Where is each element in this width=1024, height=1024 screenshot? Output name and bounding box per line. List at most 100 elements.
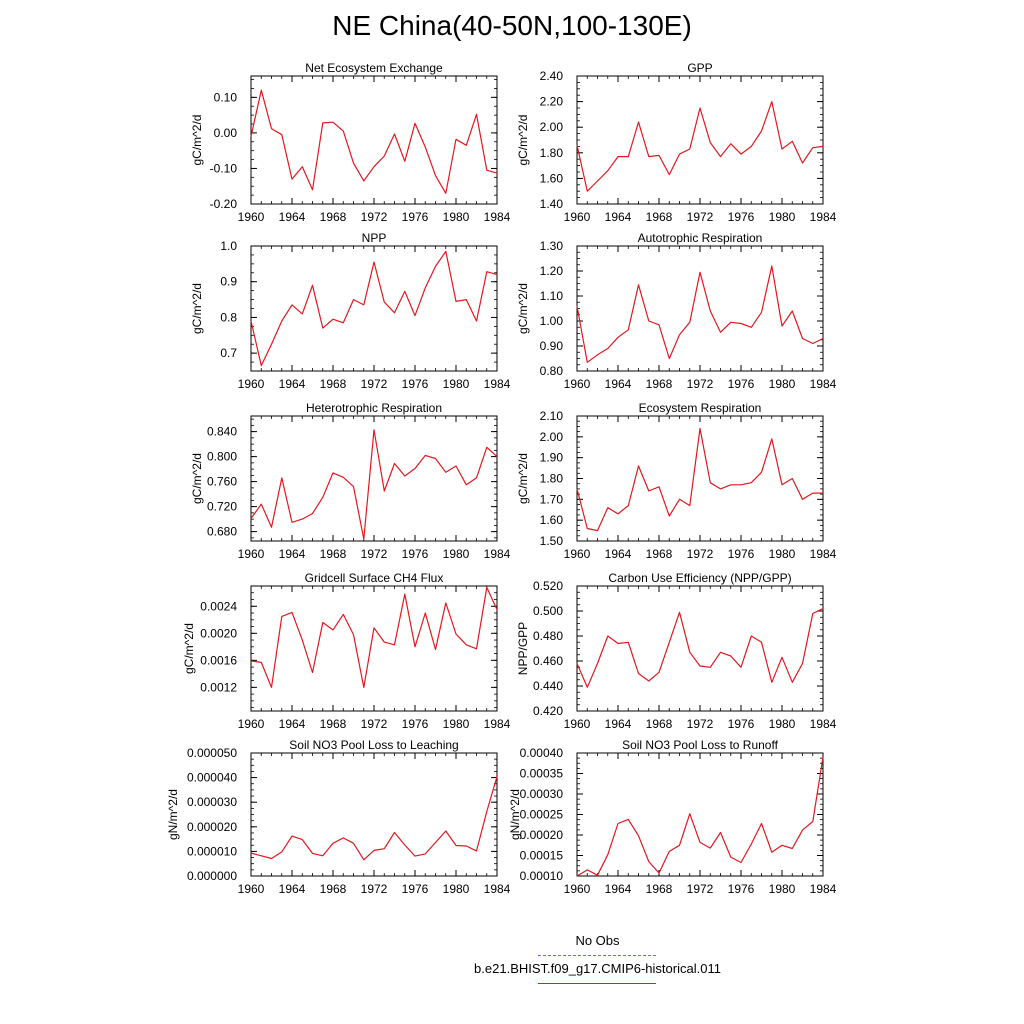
panel-title: Soil NO3 Pool Loss to Runoff (622, 738, 779, 752)
chart-panel-9: Soil NO3 Pool Loss to Runoff 0.00010 0.000… (508, 738, 837, 896)
y-axis-label: gC/m^2/d (182, 623, 196, 674)
y-tick-label: 0.000020 (187, 820, 237, 834)
x-tick-label: 1984 (484, 547, 511, 561)
x-tick-label: 1980 (443, 210, 470, 224)
x-tick-label: 1980 (769, 717, 796, 731)
x-tick-label: 1960 (238, 717, 265, 731)
x-tick-label: 1964 (279, 547, 306, 561)
panel-title: Soil NO3 Pool Loss to Leaching (289, 738, 458, 752)
x-tick-label: 1960 (238, 547, 265, 561)
y-tick-label: 0.00030 (520, 787, 564, 801)
x-tick-label: 1980 (443, 547, 470, 561)
x-tick-label: 1960 (564, 377, 591, 391)
x-tick-label: 1984 (810, 547, 837, 561)
x-tick-label: 1968 (320, 717, 347, 731)
y-tick-label: 1.10 (540, 289, 564, 303)
panel-title: Autotrophic Respiration (638, 231, 763, 245)
x-tick-label: 1960 (238, 882, 265, 896)
y-tick-label: 1.30 (540, 239, 564, 253)
series-line (250, 250, 498, 367)
chart-panel-2: NPP 0.7 0.8 0.9 1.0 1960 1964 1968 1972 1976 1980 1… (190, 231, 511, 391)
y-tick-label: 2.10 (540, 409, 564, 423)
y-axis-label: gC/m^2/d (516, 115, 530, 166)
y-tick-label: 0.0024 (200, 599, 237, 613)
x-tick-label: 1972 (361, 882, 388, 896)
x-tick-label: 1968 (646, 547, 673, 561)
x-tick-label: 1976 (402, 377, 429, 391)
y-tick-label: 0.000000 (187, 869, 237, 883)
y-axis-label: gC/m^2/d (516, 283, 530, 334)
y-tick-label: 0.720 (207, 500, 237, 514)
x-tick-label: 1964 (605, 377, 632, 391)
x-tick-label: 1976 (402, 210, 429, 224)
panel-title: NPP (362, 231, 387, 245)
y-tick-label: 0.00025 (520, 808, 564, 822)
y-tick-label: 0.00040 (520, 746, 564, 760)
y-tick-label: 0.0016 (200, 653, 237, 667)
x-tick-label: 1972 (687, 377, 714, 391)
x-tick-label: 1980 (443, 717, 470, 731)
x-tick-label: 1968 (320, 882, 347, 896)
x-tick-label: 1964 (279, 210, 306, 224)
y-tick-label: 0.10 (214, 90, 238, 104)
x-tick-label: 1960 (564, 210, 591, 224)
x-tick-label: 1980 (769, 377, 796, 391)
x-tick-label: 1972 (361, 210, 388, 224)
x-tick-label: 1972 (687, 547, 714, 561)
y-tick-label: 0.000030 (187, 795, 237, 809)
x-tick-label: 1968 (646, 377, 673, 391)
y-tick-label: 1.80 (540, 146, 564, 160)
y-tick-label: 0.90 (540, 339, 564, 353)
legend-line-no-obs (538, 955, 656, 956)
y-tick-label: 1.00 (540, 314, 564, 328)
y-tick-label: 0.8 (220, 310, 237, 324)
x-tick-label: 1972 (361, 547, 388, 561)
y-tick-label: 1.60 (540, 171, 564, 185)
x-tick-label: 1964 (279, 377, 306, 391)
y-tick-label: 1.80 (540, 472, 564, 486)
plot-frame (576, 415, 824, 542)
y-axis-label: gN/m^2/d (508, 789, 522, 840)
y-tick-label: 0.520 (533, 579, 563, 593)
chart-panel-5: Ecosystem Respiration 1.50 1.60 1.70 1.80 1.9… (516, 401, 837, 561)
y-tick-label: 2.20 (540, 95, 564, 109)
series-line (250, 586, 498, 689)
plot-frame (576, 585, 824, 712)
y-axis-label: gC/m^2/d (190, 283, 204, 334)
y-tick-label: 0.440 (533, 679, 563, 693)
y-tick-label: 0.460 (533, 654, 563, 668)
x-tick-label: 1980 (443, 882, 470, 896)
panel-title: Net Ecosystem Exchange (305, 61, 443, 75)
y-tick-label: 0.840 (207, 425, 237, 439)
x-tick-label: 1964 (279, 717, 306, 731)
chart-panel-4: Heterotrophic Respiration 0.680 0.720 0.760… (190, 401, 511, 561)
x-tick-label: 1964 (279, 882, 306, 896)
y-tick-label: 0.000010 (187, 844, 237, 858)
x-tick-label: 1984 (484, 210, 511, 224)
panel-title: GPP (687, 61, 712, 75)
series-line (576, 265, 824, 363)
series-line (576, 757, 824, 877)
x-tick-label: 1980 (443, 377, 470, 391)
y-tick-label: 1.40 (540, 197, 564, 211)
y-tick-label: 0.480 (533, 629, 563, 643)
y-tick-label: 0.760 (207, 475, 237, 489)
x-tick-label: 1968 (320, 377, 347, 391)
x-tick-label: 1976 (728, 210, 755, 224)
y-axis-label: gC/m^2/d (190, 453, 204, 504)
x-tick-label: 1964 (605, 547, 632, 561)
x-tick-label: 1984 (810, 717, 837, 731)
x-tick-label: 1960 (564, 882, 591, 896)
chart-panel-7: Carbon Use Efficiency (NPP/GPP) 0.420 0.44… (516, 571, 837, 731)
y-tick-label: 2.00 (540, 430, 564, 444)
chart-panel-6: Gridcell Surface CH4 Flux 0.0012 0.0016 0.0… (182, 571, 511, 731)
x-tick-label: 1964 (605, 717, 632, 731)
panel-title: Gridcell Surface CH4 Flux (305, 571, 444, 585)
legend-line-model-run (538, 983, 656, 984)
x-tick-label: 1960 (564, 717, 591, 731)
x-tick-label: 1984 (484, 717, 511, 731)
y-tick-label: 0.7 (220, 346, 237, 360)
chart-panel-3: Autotrophic Respiration 0.80 0.90 1.00 1.10 1… (516, 231, 837, 391)
plot-frame (250, 585, 498, 712)
